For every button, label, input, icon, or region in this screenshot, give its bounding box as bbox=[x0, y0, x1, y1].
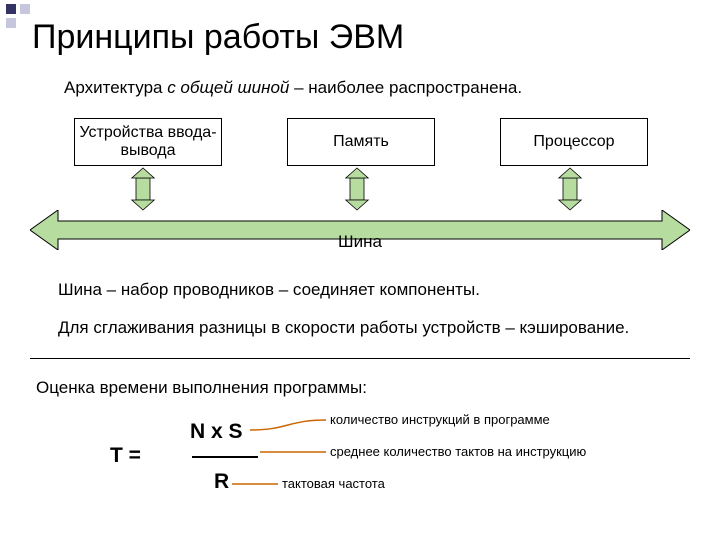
annotation-instruction-count: количество инструкций в программе bbox=[330, 412, 550, 427]
annotation-lines bbox=[0, 0, 720, 540]
annotation-cycles-per-instr: среднее количество тактов на инструкцию bbox=[330, 444, 586, 459]
annotation-clock-rate: тактовая частота bbox=[282, 476, 385, 491]
